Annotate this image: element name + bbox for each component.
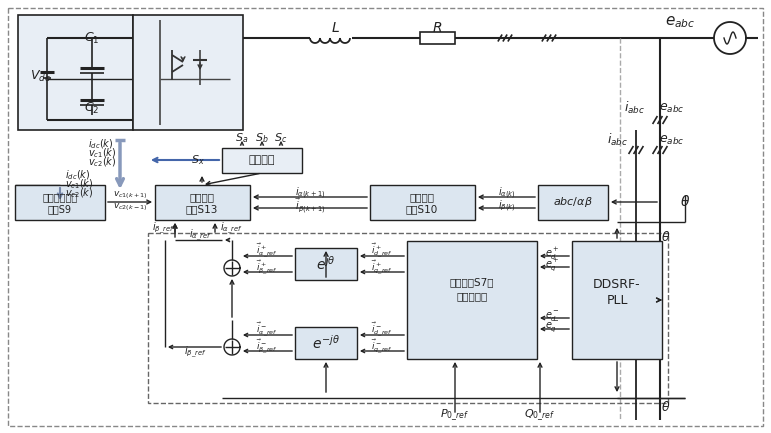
Text: $S_c$: $S_c$ bbox=[274, 131, 288, 145]
Text: $\vec{i}_{q\_ref}^+$: $\vec{i}_{q\_ref}^+$ bbox=[371, 259, 392, 277]
Text: $\vec{i}_{\beta(k+1)}$: $\vec{i}_{\beta(k+1)}$ bbox=[295, 197, 325, 215]
Text: 代价函数: 代价函数 bbox=[190, 192, 214, 202]
Text: $\theta$: $\theta$ bbox=[680, 194, 690, 210]
Text: $e_q^-$: $e_q^-$ bbox=[545, 320, 560, 334]
Text: $\vec{i}_{\alpha\_ref}^+$: $\vec{i}_{\alpha\_ref}^+$ bbox=[256, 242, 278, 260]
Bar bbox=[15, 185, 105, 220]
Text: $S_a$: $S_a$ bbox=[235, 131, 249, 145]
Text: $e_{abc}$: $e_{abc}$ bbox=[659, 133, 685, 146]
Text: 利用步骤S7计: 利用步骤S7计 bbox=[449, 277, 494, 287]
Text: $\vec{i}_{d\_ref}^+$: $\vec{i}_{d\_ref}^+$ bbox=[371, 242, 392, 260]
Text: $V_{dc}$: $V_{dc}$ bbox=[30, 68, 51, 84]
Text: $e_{abc}$: $e_{abc}$ bbox=[665, 14, 695, 30]
Text: 预测电容电压: 预测电容电压 bbox=[42, 192, 78, 202]
Text: $\vec{i}_{d\_ref}^-$: $\vec{i}_{d\_ref}^-$ bbox=[371, 321, 392, 339]
Text: $e_q^+$: $e_q^+$ bbox=[545, 257, 560, 273]
Text: 步骤S13: 步骤S13 bbox=[186, 204, 218, 214]
Text: 开关状态: 开关状态 bbox=[249, 155, 275, 165]
Text: 算参考电流: 算参考电流 bbox=[456, 291, 487, 301]
Text: $Q_{0\_ref}$: $Q_{0\_ref}$ bbox=[524, 407, 556, 423]
Text: $v_{c2(k-1)}$: $v_{c2(k-1)}$ bbox=[113, 201, 147, 213]
Text: $\vec{i}_{\beta\_ref}^-$: $\vec{i}_{\beta\_ref}^-$ bbox=[256, 338, 278, 356]
Text: $i_{dc}(k)$: $i_{dc}(k)$ bbox=[65, 168, 90, 182]
Bar bbox=[295, 248, 357, 280]
Text: $\vec{i}_{q\_ref}^-$: $\vec{i}_{q\_ref}^-$ bbox=[371, 338, 392, 356]
Bar bbox=[155, 185, 250, 220]
Bar bbox=[572, 241, 662, 359]
Text: $C_2$: $C_2$ bbox=[84, 100, 99, 116]
Text: $v_{c1}(k)$: $v_{c1}(k)$ bbox=[88, 146, 116, 160]
Text: $e^{j\theta}$: $e^{j\theta}$ bbox=[316, 255, 336, 273]
Bar bbox=[148, 233, 668, 403]
Text: $\theta$: $\theta$ bbox=[662, 230, 671, 244]
Text: $e_{abc}$: $e_{abc}$ bbox=[659, 101, 685, 115]
Text: $S_x$: $S_x$ bbox=[191, 153, 205, 167]
Text: $i_{\alpha\_ref}$: $i_{\alpha\_ref}$ bbox=[220, 220, 243, 236]
Text: PLL: PLL bbox=[606, 294, 628, 307]
Text: $i_{abc}$: $i_{abc}$ bbox=[608, 132, 628, 148]
Text: $v_{c1}(k)$: $v_{c1}(k)$ bbox=[65, 177, 93, 191]
Text: $C_1$: $C_1$ bbox=[84, 30, 99, 45]
Text: $e^{-j\theta}$: $e^{-j\theta}$ bbox=[312, 334, 340, 352]
Bar bbox=[420, 32, 455, 44]
Text: $abc/\alpha\beta$: $abc/\alpha\beta$ bbox=[553, 195, 593, 209]
Text: 步骤S9: 步骤S9 bbox=[48, 204, 72, 214]
Text: $v_{c2}(k)$: $v_{c2}(k)$ bbox=[65, 186, 93, 200]
Bar bbox=[370, 185, 475, 220]
Text: $i_{\beta\_ref}$: $i_{\beta\_ref}$ bbox=[153, 220, 175, 236]
Text: $v_{c2}(k)$: $v_{c2}(k)$ bbox=[88, 155, 116, 169]
Text: $i_{\beta\_ref}$: $i_{\beta\_ref}$ bbox=[183, 344, 207, 359]
Text: $v_{c1(k+1)}$: $v_{c1(k+1)}$ bbox=[113, 189, 147, 201]
Bar bbox=[407, 241, 537, 359]
Text: 预测电流: 预测电流 bbox=[409, 192, 435, 202]
Text: $S_b$: $S_b$ bbox=[255, 131, 269, 145]
Text: 步骤S10: 步骤S10 bbox=[406, 204, 438, 214]
Text: DDSRF-: DDSRF- bbox=[593, 278, 641, 291]
Bar bbox=[295, 327, 357, 359]
Bar bbox=[222, 148, 302, 173]
Bar bbox=[18, 15, 133, 130]
Text: $i_{abc}$: $i_{abc}$ bbox=[625, 100, 645, 116]
Text: $\theta$: $\theta$ bbox=[662, 400, 671, 414]
Bar bbox=[133, 15, 243, 130]
Text: $e_d^-$: $e_d^-$ bbox=[545, 309, 560, 323]
Text: $\vec{i}_{\beta\_ref}^+$: $\vec{i}_{\beta\_ref}^+$ bbox=[256, 259, 278, 277]
Text: $i_{\alpha\_ref}$: $i_{\alpha\_ref}$ bbox=[189, 227, 211, 242]
Text: $P_{0\_ref}$: $P_{0\_ref}$ bbox=[440, 407, 470, 423]
Text: $i_{\beta(k)}$: $i_{\beta(k)}$ bbox=[498, 198, 516, 214]
Text: $\vec{i}_{\alpha\_ref}^-$: $\vec{i}_{\alpha\_ref}^-$ bbox=[256, 321, 278, 339]
Text: $L$: $L$ bbox=[331, 21, 339, 35]
Text: $i_{dc}(k)$: $i_{dc}(k)$ bbox=[88, 137, 113, 151]
Text: $e_d^+$: $e_d^+$ bbox=[545, 246, 560, 262]
Text: $i_{\alpha(k+1)}$: $i_{\alpha(k+1)}$ bbox=[295, 185, 325, 201]
Text: $R$: $R$ bbox=[432, 21, 442, 35]
Bar bbox=[538, 185, 608, 220]
Text: $i_{\alpha(k)}$: $i_{\alpha(k)}$ bbox=[498, 185, 516, 201]
